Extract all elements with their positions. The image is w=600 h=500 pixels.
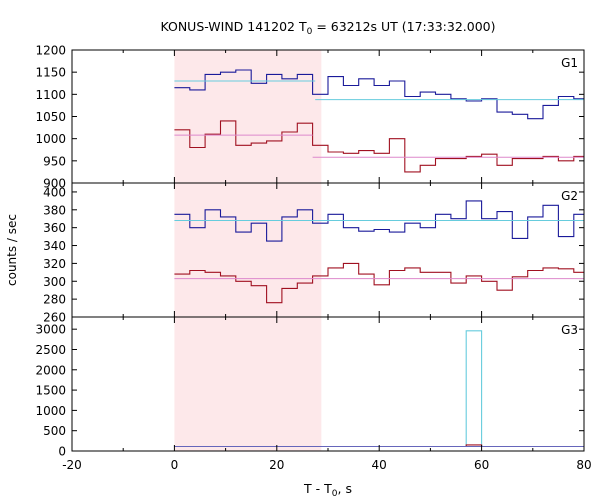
y-tick-label: 360 xyxy=(43,221,66,235)
y-tick-label: 400 xyxy=(43,185,66,199)
panel-frame xyxy=(71,316,585,452)
y-tick-label: 500 xyxy=(43,424,66,438)
y-tick-label: 2000 xyxy=(35,363,66,377)
x-tick-label: 60 xyxy=(474,458,489,472)
y-tick-label: 1100 xyxy=(35,88,66,102)
chart-title-suffix: = 63212s UT (17:33:32.000) xyxy=(312,19,495,34)
series-line-g1-1 xyxy=(174,120,584,173)
panel-g1: 900 950 1000 1050 1100 1150 1200 G1 xyxy=(35,44,585,191)
panel-frame xyxy=(71,49,585,184)
y-tick-label: 1000 xyxy=(35,404,66,418)
x-tick-label: 20 xyxy=(269,458,284,472)
chart-title: KONUS-WIND 141202 T0 = 63212s UT (17:33:… xyxy=(160,19,495,37)
x-axis-label-subscript: 0 xyxy=(332,489,338,499)
y-tick-label: 300 xyxy=(43,275,66,289)
panel-frame xyxy=(71,182,585,318)
shaded-interval xyxy=(174,50,322,451)
panel-label-g1: G1 xyxy=(561,56,578,70)
y-axis-label: counts / sec xyxy=(5,214,19,286)
y-tick-label: 1050 xyxy=(35,110,66,124)
y-tick-label: 260 xyxy=(43,311,66,325)
series-line-g2-1 xyxy=(174,262,584,304)
x-axis-label-prefix: T - T xyxy=(303,481,332,496)
x-tick-label: 40 xyxy=(372,458,387,472)
x-axis-label: T - T0, s xyxy=(303,481,352,499)
x-axis-label-suffix: , s xyxy=(338,481,352,496)
series-line-g2-0 xyxy=(174,200,584,242)
plot-area: 900 950 1000 1050 1100 1150 1200 G1 260 280 300 320… xyxy=(35,44,591,473)
panel-g2: 260 280 300 320 340 360 380 400 G2 xyxy=(43,182,585,325)
y-tick-label: 900 xyxy=(43,177,66,191)
chart-title-subscript: 0 xyxy=(307,27,313,37)
y-tick-label: 1500 xyxy=(35,384,66,398)
y-tick-label: 1150 xyxy=(35,66,66,80)
y-tick-label: 3000 xyxy=(35,323,66,337)
panel-g3: 0 500 1000 1500 2000 2500 3000 G3 xyxy=(35,316,585,459)
x-tick-label: 80 xyxy=(576,458,591,472)
chart-title-prefix: KONUS-WIND 141202 T xyxy=(160,19,306,34)
y-tick-label: 0 xyxy=(58,445,66,459)
x-tick-label: 0 xyxy=(171,458,179,472)
y-tick-label: 320 xyxy=(43,257,66,271)
y-tick-label: 1000 xyxy=(35,132,66,146)
y-tick-label: 2500 xyxy=(35,343,66,357)
y-tick-label: 950 xyxy=(43,154,66,168)
y-tick-label: 380 xyxy=(43,203,66,217)
panel-label-g2: G2 xyxy=(561,189,578,203)
series-line-g1-0 xyxy=(174,69,584,120)
y-tick-label: 280 xyxy=(43,293,66,307)
y-tick-label: 340 xyxy=(43,239,66,253)
panel-label-g3: G3 xyxy=(561,323,578,337)
x-tick-label: -20 xyxy=(62,458,82,472)
y-tick-label: 1200 xyxy=(35,44,66,58)
